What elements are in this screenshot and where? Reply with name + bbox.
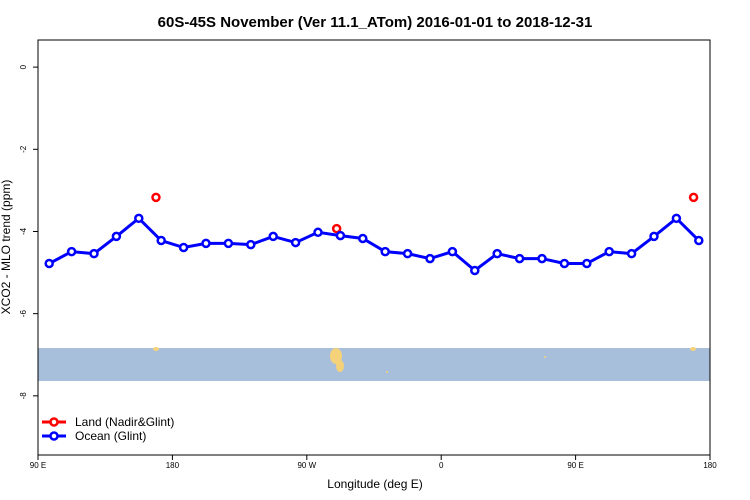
x-tick-label: 180: [166, 461, 180, 470]
legend-label: Land (Nadir&Glint): [75, 415, 174, 429]
data-point: [358, 233, 368, 244]
legend-marker: [49, 431, 59, 441]
data-point: [178, 242, 189, 253]
data-point: [694, 235, 704, 246]
data-point: [201, 238, 211, 249]
y-tick-label: -4: [19, 227, 28, 235]
map-band: [38, 348, 710, 381]
data-point: [134, 213, 144, 224]
data-point: [514, 253, 525, 264]
data-point: [156, 235, 166, 246]
data-point: [290, 237, 301, 248]
plot-frame: [37, 39, 711, 456]
data-point: [447, 246, 458, 257]
data-point: [559, 258, 570, 269]
data-point: [331, 223, 342, 234]
data-point: [626, 248, 637, 259]
y-axis-label: XCO2 - MLO trend (ppm): [0, 180, 13, 315]
x-tick-label: 180: [703, 461, 717, 470]
data-point: [604, 246, 614, 257]
data-point: [402, 248, 413, 259]
data-point: [582, 258, 592, 269]
x-tick-label: 90 E: [567, 461, 583, 470]
series-line: [48, 216, 700, 273]
data-point: [537, 253, 547, 264]
land-shapes: [153, 347, 696, 373]
data-point: [246, 239, 256, 250]
data-point: [470, 265, 480, 276]
y-tick-label: -2: [19, 145, 28, 153]
data-point: [335, 230, 346, 241]
x-tick-label: 90 E: [30, 461, 46, 470]
data-point: [44, 258, 54, 269]
data-point: [671, 213, 682, 224]
data-point: [223, 238, 234, 249]
data-point: [111, 231, 122, 242]
legend-marker: [49, 417, 59, 427]
data-point: [66, 246, 77, 257]
data-point: [268, 231, 278, 242]
y-tick-label: -6: [19, 310, 28, 318]
x-tick-label: 0: [439, 461, 444, 470]
chart-title: 60S-45S November (Ver 11.1_ATom) 2016-01…: [158, 14, 593, 31]
data-point: [492, 248, 502, 259]
y-tick-label: -8: [19, 392, 28, 400]
x-tick-label: 90 W: [297, 461, 316, 470]
data-point: [151, 192, 161, 203]
legend-label: Ocean (Glint): [75, 429, 146, 443]
y-tick-label: 0: [19, 64, 28, 69]
data-point: [380, 246, 390, 257]
x-axis-label: Longitude (deg E): [327, 477, 422, 491]
data-point: [425, 253, 435, 264]
data-point: [313, 227, 323, 238]
data-point: [688, 192, 699, 203]
data-point: [89, 248, 99, 259]
data-point: [649, 231, 659, 242]
